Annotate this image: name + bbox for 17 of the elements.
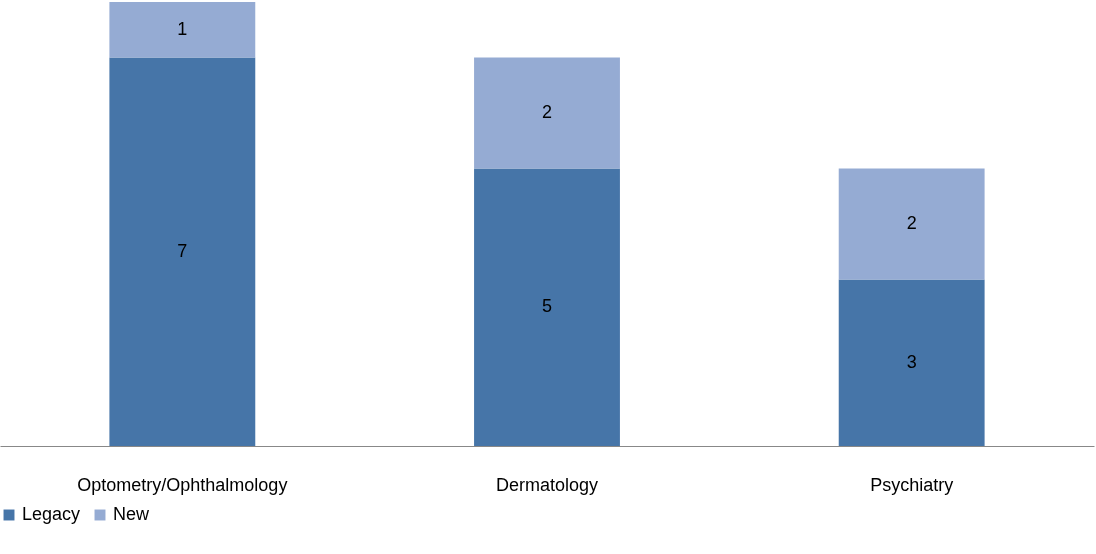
bar [474, 168, 620, 446]
data-label: 7 [177, 240, 188, 261]
bar [109, 2, 256, 58]
bar [109, 57, 256, 446]
data-label: 1 [177, 18, 188, 39]
bar [838, 279, 985, 446]
x-tick-label: Optometry/Ophthalmology [77, 474, 288, 495]
data-label: 5 [541, 296, 553, 317]
data-label: 2 [906, 213, 917, 233]
legend-label: Legacy [22, 504, 81, 524]
bar [474, 57, 620, 169]
data-label: 2 [541, 102, 553, 122]
data-label: 3 [906, 351, 917, 372]
bar [838, 168, 985, 280]
legend-label: New [113, 504, 151, 524]
x-tick-label: Dermatology [495, 474, 599, 495]
x-tick-label: Psychiatry [870, 474, 954, 495]
